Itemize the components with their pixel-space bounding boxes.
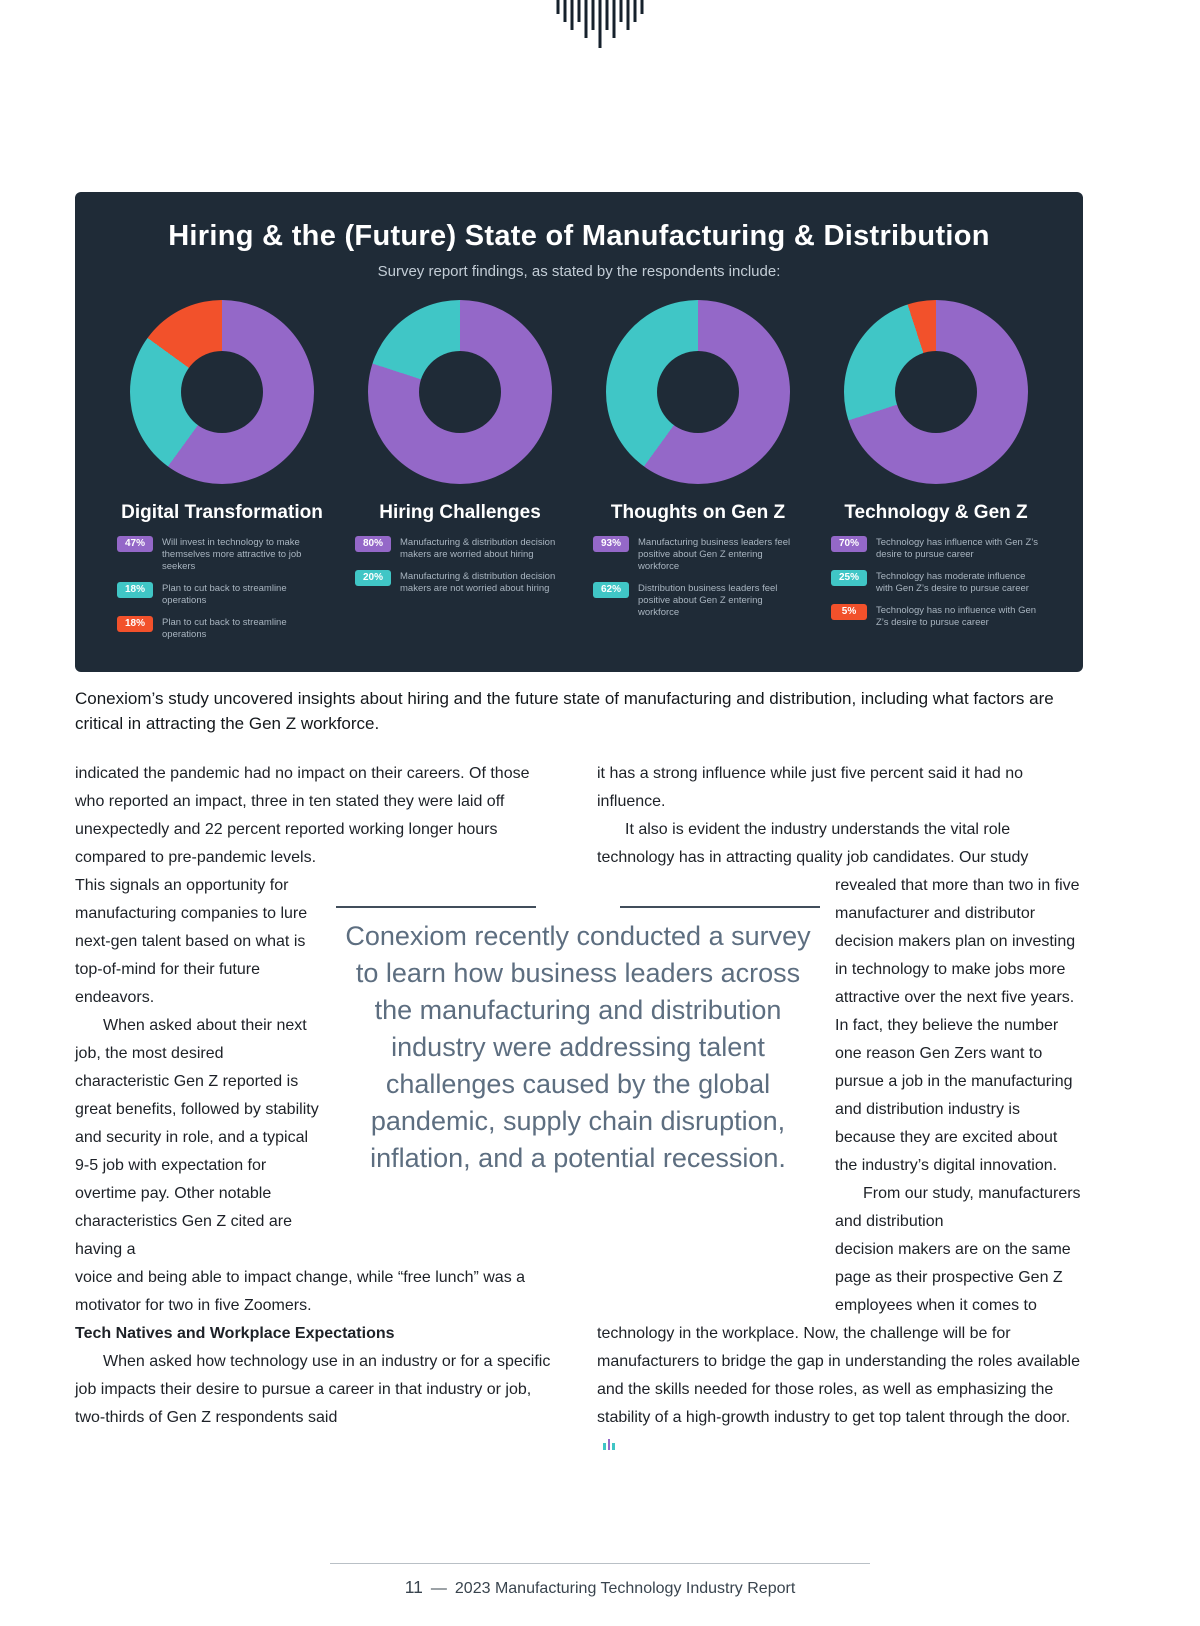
legend-item: 47% Will invest in technology to make the… <box>117 536 327 573</box>
chart-column: Hiring Challenges 80% Manufacturing & dist… <box>341 300 579 641</box>
chart-legend: 47% Will invest in technology to make the… <box>117 536 327 641</box>
chart-title: Digital Transformation <box>121 502 323 523</box>
section-heading: Tech Natives and Workplace Expectations <box>75 1325 395 1342</box>
body-paragraph-text: decision makers are on the same page as … <box>597 1241 1080 1426</box>
legend-label: Technology has no influence with Gen Z’s… <box>876 605 1037 628</box>
chart-legend: 70% Technology has influence with Gen Z’s… <box>831 536 1041 629</box>
legend-item: 5% Technology has no influence with Gen Z… <box>831 604 1041 629</box>
legend-item: 18% Plan to cut back to streamline operat… <box>117 582 327 607</box>
legend-label: Distribution business leaders feel posit… <box>638 583 778 618</box>
legend-value-badge: 18% <box>117 582 153 598</box>
donut-chart <box>130 300 314 484</box>
legend-value-badge: 18% <box>117 616 153 632</box>
body-column-right: it has a strong influence while just fiv… <box>597 760 1083 1460</box>
donut-charts-row: Digital Transformation 47% Will invest in … <box>103 300 1055 641</box>
chart-title: Technology & Gen Z <box>844 502 1028 523</box>
horizontal-rule-right <box>620 906 820 908</box>
chart-column: Thoughts on Gen Z 93% Manufacturing busine… <box>579 300 817 641</box>
body-columns: indicated the pandemic had no impact on … <box>75 760 1083 1460</box>
end-mark-icon <box>603 1439 615 1450</box>
legend-item: 93% Manufacturing business leaders feel p… <box>593 536 803 573</box>
legend-value-badge: 70% <box>831 536 867 552</box>
legend-value-badge: 25% <box>831 570 867 586</box>
chart-title: Hiring Challenges <box>379 502 541 523</box>
body-paragraph: It also is evident the industry understa… <box>597 821 1029 866</box>
chart-title: Thoughts on Gen Z <box>610 502 786 523</box>
body-paragraph: When asked how technology use in an indu… <box>75 1353 551 1426</box>
legend-item: 62% Distribution business leaders feel po… <box>593 582 803 619</box>
legend-label: Plan to cut back to streamline operation… <box>162 583 287 606</box>
logo-bar <box>563 0 567 22</box>
logo-bar <box>612 0 616 38</box>
logo-bar <box>556 0 560 14</box>
pull-quote: Conexiom recently conducted a survey to … <box>336 906 820 1177</box>
logo-bar <box>633 0 637 22</box>
chart-column: Digital Transformation 47% Will invest in … <box>103 300 341 641</box>
logo-bar <box>577 0 581 22</box>
infographic-card: Hiring & the (Future) State of Manufactu… <box>75 192 1083 672</box>
pull-quote-rules <box>336 906 820 908</box>
body-paragraph: it has a strong influence while just fiv… <box>597 765 1024 810</box>
infographic-caption: Conexiom’s study uncovered insights abou… <box>75 689 1054 733</box>
horizontal-rule-left <box>336 906 536 908</box>
legend-value-badge: 47% <box>117 536 153 552</box>
legend-item: 80% Manufacturing & distribution decision… <box>355 536 565 561</box>
page-footer: 11 — 2023 Manufacturing Technology Industr… <box>330 1563 870 1598</box>
donut-chart <box>844 300 1028 484</box>
body-paragraph: indicated the pandemic had no impact on … <box>75 765 530 866</box>
body-paragraph: This signals an opportunity for manufact… <box>75 877 308 1006</box>
legend-item: 20% Manufacturing & distribution decision… <box>355 570 565 595</box>
infographic-subtitle: Survey report findings, as stated by the… <box>377 263 781 280</box>
legend-label: Manufacturing & distribution decision ma… <box>400 571 556 594</box>
legend-value-badge: 20% <box>355 570 391 586</box>
logo-bar <box>640 0 644 14</box>
logo-bar <box>591 0 595 30</box>
logo-bar <box>626 0 630 30</box>
footer-separator: — <box>430 1580 447 1597</box>
body-paragraph: voice and being able to impact change, w… <box>75 1269 526 1314</box>
legend-label: Manufacturing business leaders feel posi… <box>638 537 791 572</box>
logo-bar <box>619 0 623 22</box>
page-number: 11 <box>404 1577 423 1597</box>
legend-label: Manufacturing & distribution decision ma… <box>400 537 556 560</box>
body-paragraph: From our study, manufacturers and distri… <box>835 1185 1081 1230</box>
legend-label: Technology has influence with Gen Z’s de… <box>876 537 1038 560</box>
body-column-left: indicated the pandemic had no impact on … <box>75 760 555 1460</box>
body-paragraph: When asked about their next job, the mos… <box>75 1017 319 1258</box>
body-paragraph: decision makers are on the same page as … <box>597 1236 1083 1460</box>
logo-bar <box>584 0 588 38</box>
logo-bar <box>598 0 602 48</box>
footer-title: 2023 Manufacturing Technology Industry R… <box>454 1580 796 1597</box>
legend-item: 25% Technology has moderate influence wit… <box>831 570 1041 595</box>
chart-legend: 93% Manufacturing business leaders feel p… <box>593 536 803 619</box>
chart-column: Technology & Gen Z 70% Technology has infl… <box>817 300 1055 641</box>
legend-label: Will invest in technology to make themse… <box>162 537 302 572</box>
infographic-title: Hiring & the (Future) State of Manufactu… <box>168 220 990 252</box>
logo-bar <box>605 0 609 30</box>
legend-item: 18% Plan to cut back to streamline operat… <box>117 616 327 641</box>
legend-value-badge: 93% <box>593 536 629 552</box>
legend-label: Plan to cut back to streamline operation… <box>162 617 287 640</box>
chart-legend: 80% Manufacturing & distribution decision… <box>355 536 565 595</box>
legend-value-badge: 5% <box>831 604 867 620</box>
pull-quote-text: Conexiom recently conducted a survey to … <box>345 921 811 1173</box>
legend-item: 70% Technology has influence with Gen Z’s… <box>831 536 1041 561</box>
legend-label: Technology has moderate influence with G… <box>876 571 1029 594</box>
legend-value-badge: 62% <box>593 582 629 598</box>
body-paragraph: revealed that more than two in five manu… <box>835 877 1080 1174</box>
donut-chart <box>368 300 552 484</box>
legend-value-badge: 80% <box>355 536 391 552</box>
donut-chart <box>606 300 790 484</box>
logo-bar <box>570 0 574 30</box>
soundwave-bars-icon <box>556 0 644 48</box>
